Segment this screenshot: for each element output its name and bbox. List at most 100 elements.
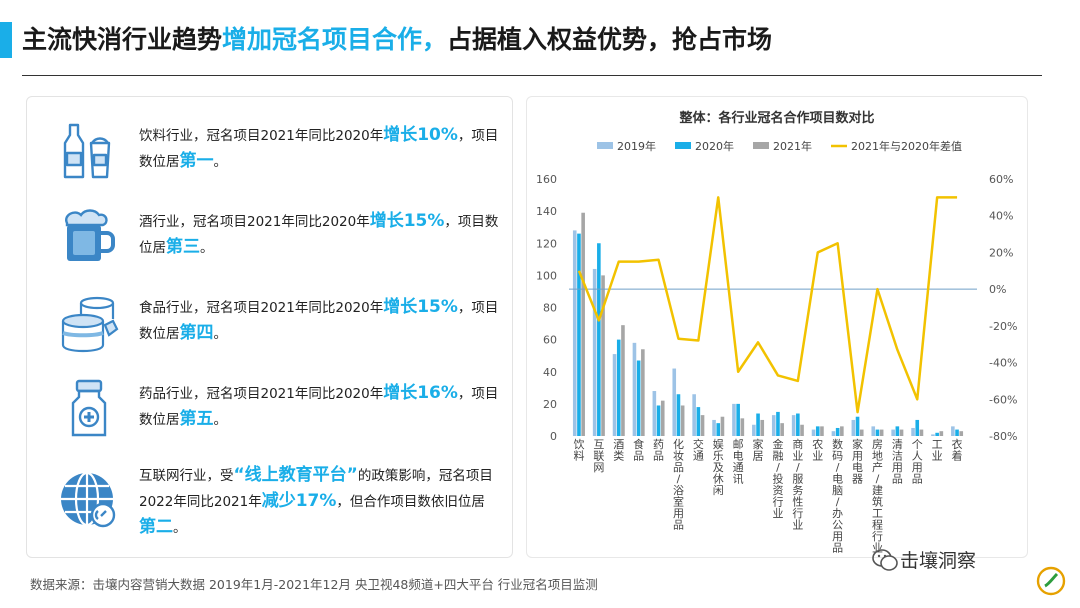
- bar-2019年: [592, 268, 597, 436]
- bar-2021年: [680, 405, 685, 436]
- bar-2021年: [740, 418, 745, 436]
- item-text: 食品行业，冠名项目2021年同比2020年增长15%，项目数位居第四。: [139, 297, 499, 343]
- bar-2020年: [716, 423, 721, 436]
- bar-2019年: [891, 429, 895, 436]
- brand-name: 击壤洞察: [900, 550, 977, 572]
- item-beverage: 饮料行业，冠名项目2021年同比2020年增长10%，项目数位居第一。: [27, 111, 512, 197]
- legend-label: 2019年: [617, 139, 656, 153]
- bar-2019年: [811, 429, 816, 436]
- bar-2020年: [895, 426, 900, 436]
- bar-2021年: [780, 423, 784, 436]
- bar-2019年: [911, 427, 915, 436]
- y-tick-label: 0: [550, 430, 557, 443]
- difference-line: [577, 196, 958, 414]
- bar-2020年: [796, 413, 800, 436]
- bar-2020年: [776, 411, 780, 436]
- bar-2020年: [736, 403, 740, 436]
- y-tick-label: 80: [543, 302, 557, 315]
- x-category-label: 衣着: [952, 437, 963, 463]
- page-title: 主流快消行业趋势增加冠名项目合作，占据植入权益优势，抢占市场: [22, 25, 773, 54]
- x-category-label: 农业: [812, 437, 823, 463]
- title-divider: [22, 75, 1042, 76]
- item-internet: 互联网行业，受“线上教育平台”的政策影响，冠名项目2022年同比2021年减少1…: [27, 455, 512, 555]
- x-category-label: 酒类: [613, 438, 624, 463]
- legend-swatch: [675, 142, 691, 149]
- bar-2019年: [632, 342, 637, 436]
- bar-2019年: [652, 391, 657, 436]
- bar-2019年: [831, 431, 836, 436]
- industry-highlights-panel: 饮料行业，冠名项目2021年同比2020年增长10%，项目数位居第一。 酒行业，…: [26, 96, 513, 558]
- bar-2020年: [915, 419, 920, 436]
- item-liquor: 酒行业，冠名项目2021年同比2020年增长15%，项目数位居第三。: [27, 197, 512, 283]
- bar-2021年: [859, 429, 864, 436]
- legend-swatch: [597, 142, 613, 149]
- x-category-label: 药品: [653, 438, 664, 463]
- x-category-label: 食品: [633, 437, 644, 463]
- bar-2019年: [771, 415, 776, 436]
- x-category-label: 家居: [753, 437, 764, 463]
- x-category-label: 金融/投资行业: [772, 437, 783, 520]
- x-category-label: 房地产/建筑工程行业: [872, 438, 883, 555]
- bar-2021年: [939, 431, 944, 436]
- item-text: 互联网行业，受“线上教育平台”的政策影响，冠名项目2022年同比2021年减少1…: [139, 465, 493, 537]
- bar-2020年: [577, 233, 581, 436]
- bar-2021年: [760, 419, 765, 436]
- bar-2019年: [851, 419, 856, 436]
- bar-2021年: [879, 429, 884, 436]
- bar-2019年: [871, 426, 876, 436]
- y-tick-label: 60: [543, 334, 557, 347]
- x-category-label: 数码/电脑/办公用品: [832, 438, 843, 555]
- bar-2020年: [875, 429, 880, 436]
- bar-2019年: [572, 230, 577, 436]
- y2-tick-label: -20%: [989, 320, 1017, 333]
- item-text: 药品行业，冠名项目2021年同比2020年增长16%，项目数位居第五。: [139, 383, 499, 429]
- beverage-bottle-icon: [63, 123, 111, 179]
- bar-2020年: [597, 243, 601, 436]
- y2-tick-label: -80%: [989, 430, 1017, 443]
- item-text: 酒行业，冠名项目2021年同比2020年增长15%，项目数位居第三。: [139, 211, 499, 257]
- bar-2020年: [835, 427, 840, 436]
- y2-tick-label: 40%: [989, 210, 1013, 223]
- y2-tick-label: 60%: [989, 173, 1013, 186]
- legend-label: 2021年: [773, 139, 812, 153]
- x-category-label: 工业: [932, 438, 943, 463]
- medicine-bottle-icon: [71, 379, 107, 437]
- x-category-label: 交通: [693, 437, 704, 463]
- item-text: 饮料行业，冠名项目2021年同比2020年增长10%，项目数位居第一。: [139, 125, 499, 171]
- bar-2020年: [756, 413, 760, 436]
- x-category-label: 化妆品/浴室用品: [673, 437, 684, 532]
- y-tick-label: 120: [536, 237, 557, 250]
- legend-swatch: [753, 142, 769, 149]
- bar-2019年: [672, 368, 677, 436]
- y2-tick-label: 0%: [989, 283, 1006, 296]
- bar-2020年: [696, 407, 701, 436]
- bar-2020年: [616, 339, 621, 436]
- bar-2021年: [720, 416, 725, 436]
- bar-2020年: [636, 360, 641, 436]
- x-category-label: 商业/服务性行业: [792, 437, 803, 532]
- data-source-note: 数据来源：击壤内容营销大数据 2019年1月-2021年12月 央卫视48频道+…: [30, 577, 598, 592]
- bar-2019年: [712, 419, 716, 436]
- bar-2021年: [601, 275, 605, 436]
- x-category-label: 互联网: [593, 438, 604, 474]
- y-tick-label: 40: [543, 366, 557, 379]
- y-tick-label: 160: [536, 173, 557, 186]
- y-tick-label: 20: [543, 398, 557, 411]
- y-tick-label: 140: [536, 205, 557, 218]
- bar-2021年: [899, 429, 904, 436]
- bar-2019年: [612, 354, 617, 436]
- chart-title: 整体：各行业冠名合作项目数对比: [679, 111, 875, 126]
- legend-label: 2020年: [695, 139, 734, 153]
- bar-2021年: [840, 426, 844, 436]
- bar-2020年: [656, 405, 661, 436]
- bar-2019年: [951, 426, 955, 436]
- bar-2021年: [959, 431, 964, 436]
- bar-2020年: [815, 426, 820, 436]
- bar-2021年: [621, 325, 625, 436]
- y2-tick-label: 20%: [989, 246, 1013, 259]
- bar-2021年: [919, 429, 924, 436]
- beer-mug-icon: [65, 209, 115, 261]
- y2-tick-label: -60%: [989, 393, 1017, 406]
- y2-tick-label: -40%: [989, 357, 1017, 370]
- item-food: 食品行业，冠名项目2021年同比2020年增长15%，项目数位居第四。: [27, 283, 512, 369]
